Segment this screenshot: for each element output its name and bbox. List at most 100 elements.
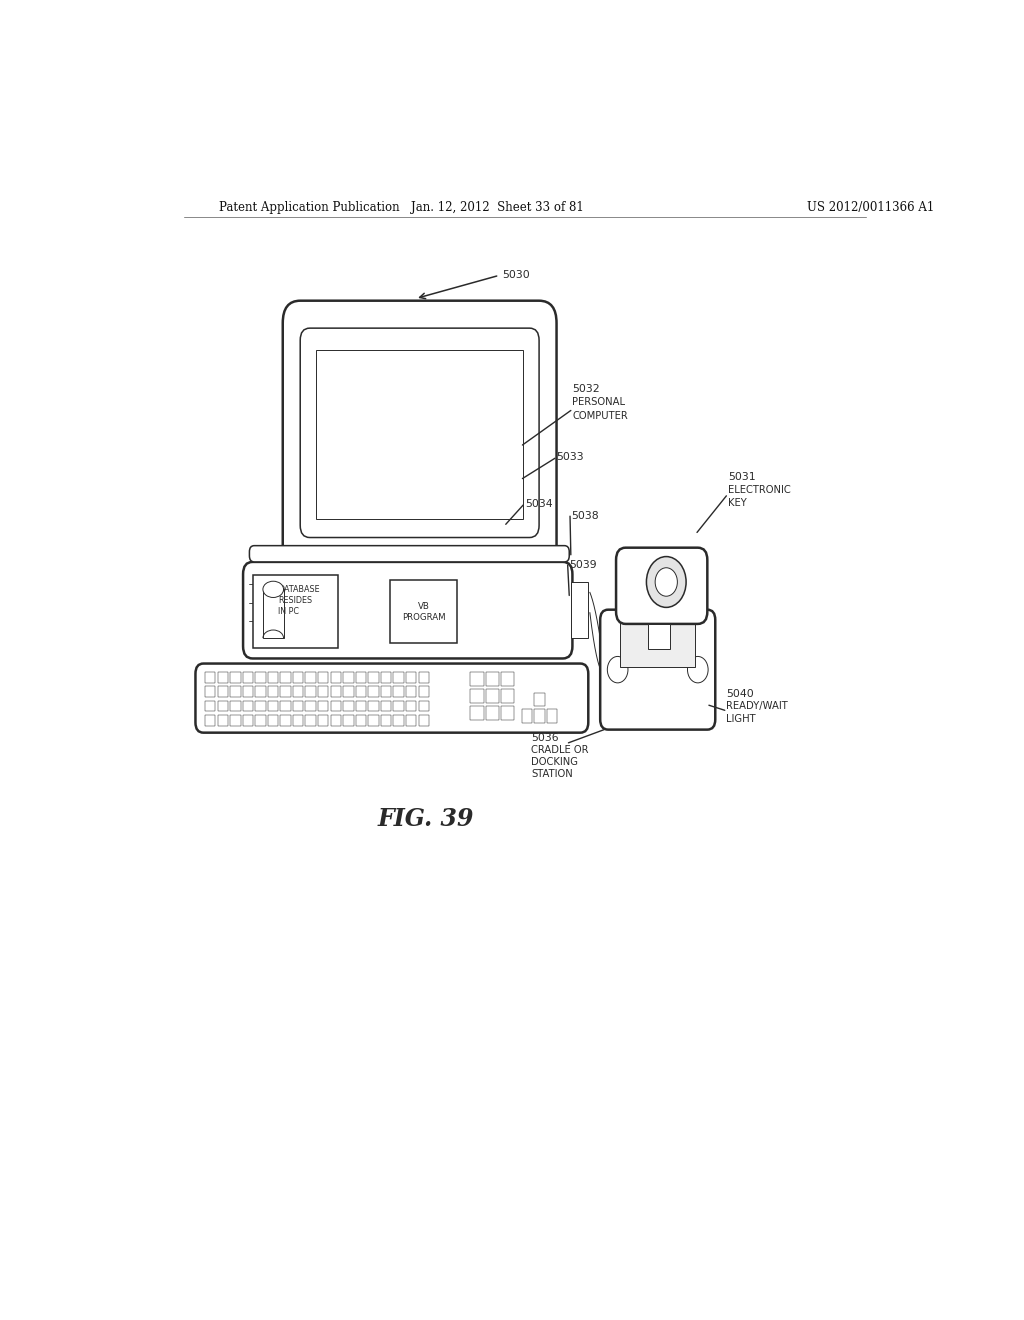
- Bar: [501, 689, 514, 704]
- Bar: [355, 715, 367, 726]
- Bar: [281, 672, 291, 682]
- Bar: [305, 701, 315, 711]
- FancyBboxPatch shape: [616, 548, 708, 624]
- Bar: [390, 581, 458, 643]
- Bar: [331, 686, 341, 697]
- Bar: [381, 672, 391, 682]
- Text: 5034: 5034: [524, 499, 552, 510]
- Bar: [331, 672, 341, 682]
- Bar: [535, 709, 545, 722]
- Bar: [406, 686, 417, 697]
- Text: 5040: 5040: [726, 689, 754, 700]
- Text: 5033: 5033: [557, 453, 584, 462]
- Bar: [369, 672, 379, 682]
- Text: READY/WAIT: READY/WAIT: [726, 701, 788, 711]
- Bar: [355, 701, 367, 711]
- Bar: [255, 701, 265, 711]
- Text: DATABASE
RESIDES
IN PC: DATABASE RESIDES IN PC: [278, 586, 319, 616]
- Circle shape: [655, 568, 677, 597]
- Bar: [268, 686, 279, 697]
- Bar: [485, 689, 499, 704]
- FancyBboxPatch shape: [600, 610, 715, 730]
- Bar: [470, 706, 484, 721]
- Bar: [343, 672, 353, 682]
- Bar: [620, 622, 695, 667]
- Bar: [205, 686, 215, 697]
- Bar: [316, 351, 523, 519]
- FancyBboxPatch shape: [374, 602, 465, 616]
- Bar: [501, 672, 514, 686]
- Bar: [343, 715, 353, 726]
- Bar: [470, 672, 484, 686]
- Bar: [406, 701, 417, 711]
- Polygon shape: [390, 570, 450, 602]
- Bar: [243, 715, 253, 726]
- Bar: [230, 686, 241, 697]
- Bar: [470, 689, 484, 704]
- Text: US 2012/0011366 A1: US 2012/0011366 A1: [807, 201, 934, 214]
- Bar: [255, 686, 265, 697]
- Bar: [331, 715, 341, 726]
- Bar: [343, 686, 353, 697]
- Bar: [205, 672, 215, 682]
- Bar: [243, 672, 253, 682]
- Bar: [485, 672, 499, 686]
- Bar: [217, 701, 228, 711]
- FancyBboxPatch shape: [243, 562, 572, 659]
- Bar: [243, 686, 253, 697]
- Bar: [369, 715, 379, 726]
- FancyBboxPatch shape: [283, 301, 557, 570]
- Bar: [369, 701, 379, 711]
- Bar: [419, 686, 429, 697]
- Text: LIGHT: LIGHT: [726, 714, 756, 723]
- Bar: [293, 701, 303, 711]
- Bar: [217, 686, 228, 697]
- Bar: [217, 715, 228, 726]
- Bar: [570, 582, 588, 638]
- Text: 5030: 5030: [503, 271, 530, 280]
- Text: COMPUTER: COMPUTER: [572, 411, 628, 421]
- Bar: [293, 672, 303, 682]
- Bar: [281, 701, 291, 711]
- Bar: [318, 686, 329, 697]
- Bar: [205, 715, 215, 726]
- Bar: [318, 701, 329, 711]
- Ellipse shape: [263, 581, 284, 598]
- Bar: [535, 693, 545, 706]
- Text: PERSONAL: PERSONAL: [572, 397, 626, 408]
- Bar: [419, 672, 429, 682]
- Circle shape: [687, 656, 709, 682]
- Circle shape: [607, 656, 628, 682]
- Bar: [255, 715, 265, 726]
- Bar: [243, 701, 253, 711]
- Text: FIG. 39: FIG. 39: [378, 807, 474, 832]
- Bar: [501, 706, 514, 721]
- Bar: [393, 701, 403, 711]
- Bar: [230, 672, 241, 682]
- Bar: [293, 686, 303, 697]
- Text: KEY: KEY: [728, 498, 746, 508]
- Bar: [293, 715, 303, 726]
- Bar: [318, 715, 329, 726]
- Bar: [217, 672, 228, 682]
- Bar: [343, 701, 353, 711]
- FancyBboxPatch shape: [250, 545, 569, 562]
- Bar: [305, 715, 315, 726]
- Text: Jan. 12, 2012  Sheet 33 of 81: Jan. 12, 2012 Sheet 33 of 81: [411, 201, 584, 214]
- Bar: [648, 624, 671, 649]
- Text: DOCKING: DOCKING: [531, 758, 579, 767]
- Bar: [406, 672, 417, 682]
- Bar: [253, 576, 338, 648]
- Text: CRADLE OR: CRADLE OR: [531, 744, 589, 755]
- Bar: [268, 672, 279, 682]
- Bar: [485, 706, 499, 721]
- Bar: [393, 715, 403, 726]
- Text: 5032: 5032: [572, 384, 600, 395]
- Bar: [305, 686, 315, 697]
- Bar: [230, 715, 241, 726]
- Bar: [393, 672, 403, 682]
- Bar: [331, 701, 341, 711]
- Bar: [419, 701, 429, 711]
- Bar: [281, 715, 291, 726]
- Bar: [355, 686, 367, 697]
